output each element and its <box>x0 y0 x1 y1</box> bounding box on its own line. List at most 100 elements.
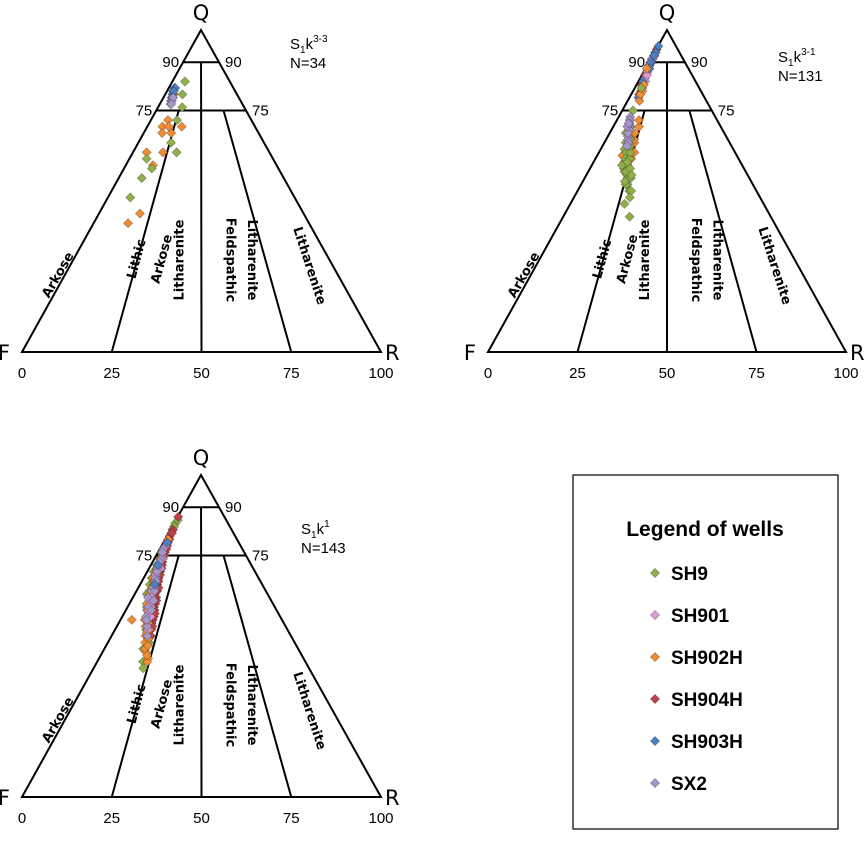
field-feldspathic-litharenite: Litharenite <box>244 220 259 301</box>
apex-r-label: R <box>850 341 865 365</box>
data-point <box>149 585 160 596</box>
bottom-tick: 50 <box>659 365 676 382</box>
data-point <box>636 82 647 93</box>
q-tick-left: 75 <box>136 103 153 120</box>
q-tick-right: 75 <box>252 548 269 565</box>
data-point <box>141 153 152 164</box>
series-sh9 <box>125 76 191 203</box>
data-point <box>148 595 159 606</box>
apex-f-label: F <box>0 341 10 365</box>
data-point <box>142 621 153 632</box>
legend-title: Legend of wells <box>626 518 784 541</box>
legend-items: SH9 SH901 SH902H SH904H SH903H SX2 <box>649 564 743 795</box>
data-point <box>163 121 174 132</box>
q-tick-left: 90 <box>162 499 179 516</box>
boundary-r75 <box>688 110 758 353</box>
data-point <box>622 140 633 151</box>
data-point <box>146 605 157 616</box>
field-litharenite-1: Litharenite <box>638 219 653 300</box>
series-sx2 <box>622 111 636 151</box>
data-point <box>157 547 168 558</box>
data-point <box>176 121 187 132</box>
data-point <box>141 650 153 661</box>
q-tick-right: 90 <box>225 54 242 71</box>
q-tick-right: 75 <box>718 103 735 120</box>
data-point <box>142 640 154 651</box>
data-point <box>142 630 153 642</box>
boundary-r25 <box>110 555 180 798</box>
data-point <box>142 656 153 667</box>
legend-box <box>572 474 839 830</box>
series-sh903h <box>149 537 173 590</box>
legend-label-sh902h: SH902H <box>671 648 743 669</box>
field-litharenite: Litharenite <box>289 225 328 307</box>
data-point <box>634 121 645 132</box>
data-point <box>166 527 178 538</box>
data-point <box>177 89 188 100</box>
data-point <box>152 560 163 571</box>
boundary-r25 <box>110 110 180 353</box>
field-litharenite-1: Litharenite <box>173 219 188 300</box>
apex-q-label: Q <box>193 446 210 470</box>
apex-r-label: R <box>385 341 400 365</box>
field-lithic-1: Lithic <box>125 683 150 726</box>
legend-marker-sx2 <box>649 777 661 789</box>
data-point <box>142 592 154 603</box>
legend-label-sh9: SH9 <box>671 564 708 585</box>
boundary-r75 <box>222 110 293 353</box>
apex-q-label: Q <box>659 1 676 25</box>
legend: Legend of wells SH9 SH901 SH902H SH904H SH90… <box>572 474 839 830</box>
data-point <box>157 128 168 139</box>
field-feldspathic: Feldspathic <box>688 218 703 302</box>
data-point <box>641 63 652 74</box>
data-point <box>649 50 660 61</box>
data-point <box>126 614 137 625</box>
series-sx2 <box>165 92 179 110</box>
data-point <box>171 115 183 126</box>
data-point <box>619 198 630 209</box>
bottom-tick: 25 <box>103 365 120 382</box>
data-point <box>619 176 630 187</box>
legend-label-sh903h: SH903H <box>671 732 743 753</box>
apex-r-label: R <box>385 786 400 810</box>
data-point <box>635 89 646 100</box>
q-tick-left: 90 <box>628 54 645 71</box>
apex-f-label: F <box>464 341 476 365</box>
data-point <box>634 95 645 106</box>
data-point <box>622 156 633 168</box>
q-tick-right: 90 <box>225 499 242 516</box>
data-point <box>624 211 635 222</box>
data-point <box>623 128 634 139</box>
bottom-tick: 100 <box>833 365 858 382</box>
data-point <box>146 163 157 174</box>
data-point <box>623 118 634 129</box>
bottom-tick: 75 <box>283 365 300 382</box>
data-point <box>157 147 169 158</box>
data-point <box>624 192 635 203</box>
q-tick-left: 75 <box>136 548 153 565</box>
data-point <box>626 169 637 180</box>
series-sh902h <box>123 89 187 229</box>
bottom-tick: 50 <box>193 810 210 827</box>
data-point <box>162 537 173 548</box>
data-point <box>138 663 149 674</box>
bottom-tick: 25 <box>569 365 586 382</box>
data-point <box>125 192 136 203</box>
bottom-tick: 100 <box>368 810 393 827</box>
q-tick-left: 90 <box>162 54 179 71</box>
series-sh9 <box>616 82 647 222</box>
field-lithic-1: Lithic <box>125 238 150 281</box>
bottom-tick: 50 <box>193 365 210 382</box>
q-tick-right: 75 <box>252 103 269 120</box>
data-point <box>141 614 152 625</box>
field-litharenite-1: Litharenite <box>173 664 188 745</box>
field-litharenite: Litharenite <box>755 225 794 307</box>
data-point <box>165 137 177 148</box>
subunit-label: S1k1 <box>301 519 330 541</box>
data-point <box>633 115 644 126</box>
legend-label-sh901: SH901 <box>671 606 730 627</box>
data-point <box>123 218 134 229</box>
data-point <box>149 579 160 590</box>
